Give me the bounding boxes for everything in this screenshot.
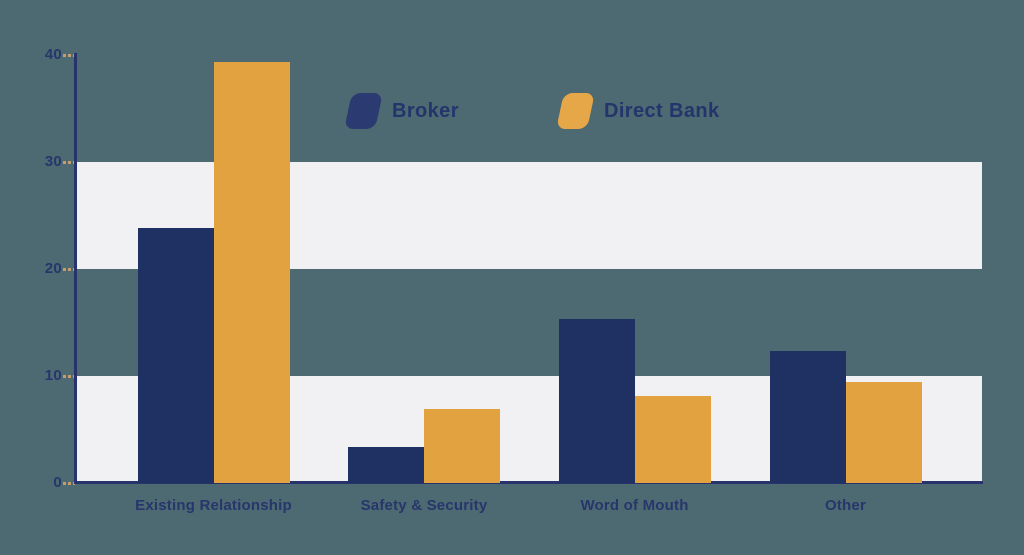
x-category-label: Existing Relationship <box>135 497 292 514</box>
bar-direct-bank <box>634 396 711 483</box>
legend-label: Broker <box>392 99 459 122</box>
legend-item-direct-bank: Direct Bank <box>556 93 720 129</box>
x-category-label: Word of Mouth <box>580 497 689 514</box>
bar-direct-bank <box>845 382 922 483</box>
y-tick-mark <box>63 482 75 485</box>
legend-item-broker: Broker <box>344 93 459 129</box>
bar-broker <box>137 228 214 483</box>
x-category-label: Other <box>824 497 867 514</box>
x-category-label: Safety & Security <box>360 497 488 514</box>
legend-label: Direct Bank <box>604 99 720 122</box>
y-tick-mark <box>63 375 75 378</box>
bar-broker <box>348 446 424 483</box>
y-tick-label: 10 <box>44 367 62 384</box>
x-axis-line <box>74 481 983 484</box>
y-tick-mark <box>63 268 75 271</box>
legend-swatch-broker <box>344 93 383 129</box>
y-axis-line <box>74 53 77 484</box>
y-tick-label: 0 <box>53 474 62 491</box>
bar-broker <box>558 319 635 483</box>
y-tick-label: 20 <box>44 260 62 277</box>
y-tick-mark <box>63 54 75 57</box>
y-tick-label: 40 <box>44 46 62 63</box>
legend-swatch-direct-bank <box>556 93 595 129</box>
y-tick-mark <box>63 161 75 164</box>
y-tick-label: 30 <box>44 153 62 170</box>
bar-broker <box>769 351 846 483</box>
bar-direct-bank <box>213 62 290 483</box>
bar-direct-bank <box>424 409 500 483</box>
